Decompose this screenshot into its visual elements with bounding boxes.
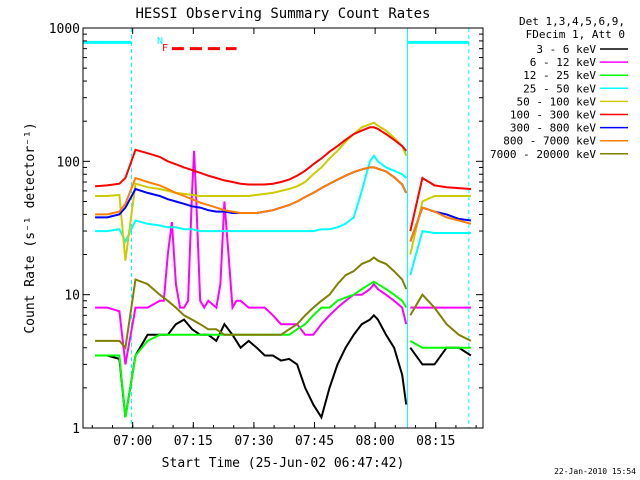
axis-ticks: 07:00 07:15 07:30 07:45 08:00 08:15 1 10 100 1000 [49,22,483,449]
legend-label: 7000 - 20000 keV [490,148,596,161]
legend-label: 800 - 7000 keV [503,135,596,148]
y-tick-label: 100 [57,155,80,170]
series-line-right-5 [409,176,471,232]
legend-label: 25 - 50 keV [523,82,596,95]
legend-label: 3 - 6 keV [536,43,596,56]
x-tick-label: 07:15 [174,434,213,449]
y-axis-label: Count Rate (s⁻¹ detector⁻¹) [23,122,38,333]
x-tick-label: 08:00 [356,434,395,449]
series-line-right-7 [409,206,472,242]
legend-label: 6 - 12 keV [530,56,597,69]
x-tick-label: 08:15 [416,434,455,449]
timestamp: 22-Jan-2010 15:54 [554,467,636,476]
x-tick-label: 07:45 [295,434,334,449]
flag-n-label: N [157,36,163,47]
series-line-3 [95,154,407,244]
series-line-8 [95,256,408,350]
series-line-7 [95,166,408,216]
chart-title: HESSI Observing Summary Count Rates [135,6,430,22]
legend-label: 100 - 300 keV [510,109,596,122]
series-line-4 [95,121,408,261]
legend-label: 12 - 25 keV [523,69,596,82]
y-tick-label: 10 [64,289,80,304]
legend-header-1: Det 1,3,4,5,6,9, [519,15,625,28]
y-tick-label: 1 [72,422,80,437]
plot-frame [82,27,484,429]
series-line-right-2 [409,340,471,349]
series-lines [83,28,472,428]
x-axis-label: Start Time (25-Jun-02 06:47:42) [162,456,405,471]
flag-f-label: F [162,43,168,54]
series-line-right-8 [409,293,472,342]
legend-label: 300 - 800 keV [510,122,596,135]
x-tick-label: 07:30 [234,434,273,449]
series-line-5 [95,126,407,188]
y-tick-label: 1000 [49,22,80,37]
series-line-right-0 [409,346,472,366]
legend-label: 50 - 100 keV [517,95,597,108]
legend-header-2: FDecim 1, Att 0 [526,28,625,41]
x-tick-label: 07:00 [113,434,152,449]
series-line-right-3 [409,229,471,276]
